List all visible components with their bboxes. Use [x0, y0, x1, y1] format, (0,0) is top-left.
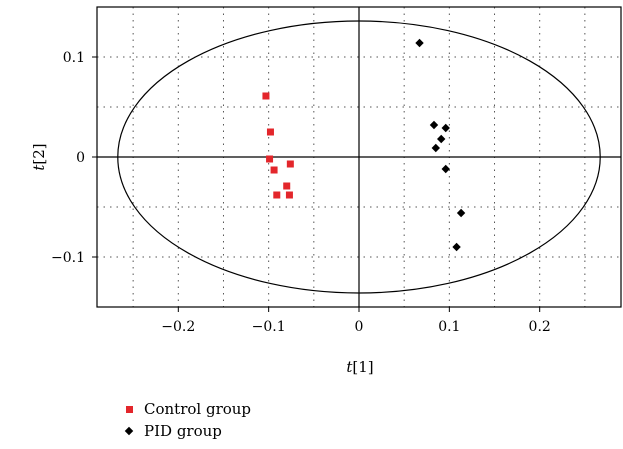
control-point	[283, 182, 291, 190]
red-square-icon	[122, 405, 136, 413]
x-tick-label: −0.2	[161, 319, 195, 335]
y-axis-title: t[2]	[30, 143, 48, 170]
pid-point	[437, 134, 446, 144]
zero-axes	[97, 7, 621, 307]
confidence-ellipse	[117, 20, 601, 294]
pid-point	[452, 242, 461, 252]
pid-point	[429, 120, 439, 130]
black-diamond-icon	[122, 426, 136, 436]
pid-point	[441, 164, 450, 174]
x-axis-title: t[1]	[346, 358, 373, 376]
control-point	[270, 166, 278, 174]
x-tick-label: 0.1	[438, 319, 460, 335]
x-tick-label: 0.2	[529, 319, 551, 335]
legend: Control group PID group	[122, 398, 251, 442]
pid-point	[431, 143, 440, 153]
control-point	[266, 155, 274, 163]
pid-point	[441, 123, 450, 133]
y-tick-label: 0	[76, 150, 85, 166]
y-tick-label: −0.1	[51, 250, 85, 266]
control-point	[262, 92, 270, 100]
control-point	[286, 160, 294, 168]
legend-label-pid: PID group	[144, 422, 222, 440]
x-tick-label: −0.1	[252, 319, 286, 335]
y-tick-labels: −0.1 0 0.1	[51, 50, 97, 266]
x-tick-label: 0	[355, 319, 364, 335]
x-tick-labels: −0.2 −0.1 0 0.1 0.2	[161, 307, 551, 335]
legend-item-pid: PID group	[122, 420, 251, 442]
legend-item-control: Control group	[122, 398, 251, 420]
pid-point	[456, 208, 466, 218]
data-points	[262, 38, 466, 252]
pid-point	[415, 38, 424, 48]
control-point	[285, 191, 293, 199]
legend-label-control: Control group	[144, 400, 252, 418]
control-point	[273, 191, 281, 199]
control-point	[266, 128, 274, 136]
y-tick-label: 0.1	[63, 50, 85, 66]
